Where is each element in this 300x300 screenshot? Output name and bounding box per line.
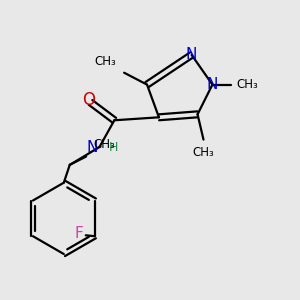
Text: CH₃: CH₃ <box>94 139 115 152</box>
Text: F: F <box>75 226 84 241</box>
Text: CH₃: CH₃ <box>193 146 214 159</box>
Text: H: H <box>109 140 118 154</box>
Text: CH₃: CH₃ <box>94 55 116 68</box>
Text: N: N <box>186 47 197 62</box>
Text: N: N <box>207 77 218 92</box>
Text: N: N <box>87 140 98 154</box>
Text: O: O <box>82 91 95 109</box>
Text: CH₃: CH₃ <box>237 78 259 91</box>
